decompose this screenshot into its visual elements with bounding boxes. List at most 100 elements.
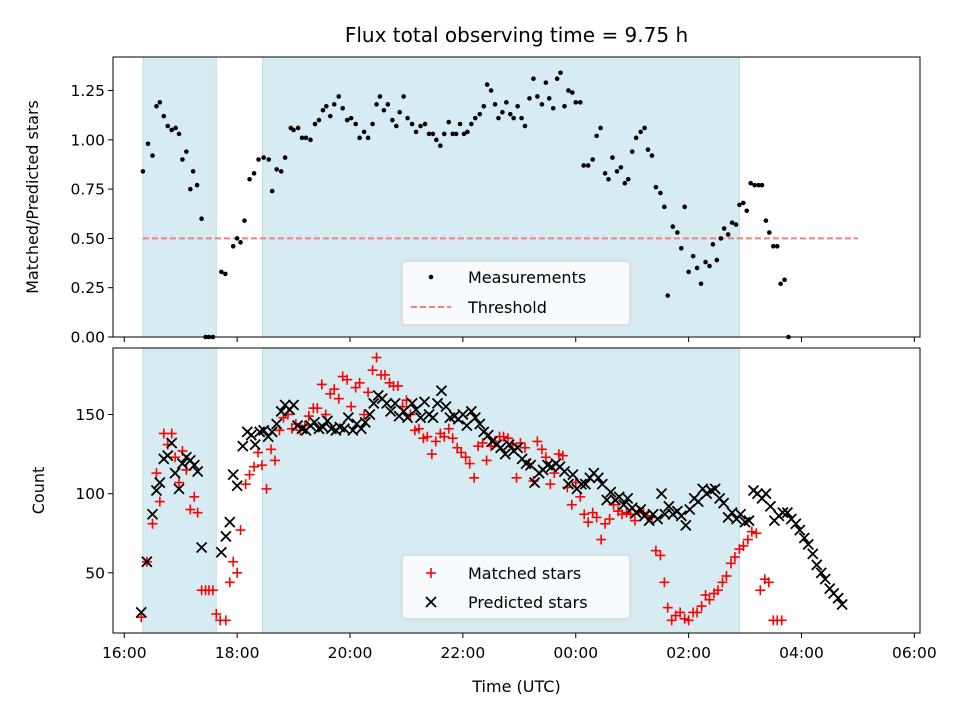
measurement-point	[365, 135, 371, 141]
matched-star-point	[170, 452, 181, 463]
measurement-point	[770, 243, 776, 249]
measurement-point	[465, 129, 470, 135]
measurement-point	[295, 125, 301, 131]
measurement-point	[199, 216, 204, 221]
predicted-star-point	[465, 405, 477, 417]
predicted-star-point	[154, 476, 166, 489]
measurement-point	[242, 218, 247, 223]
matched-star-point	[617, 509, 628, 520]
matched-star-point	[659, 577, 670, 588]
measurement-point	[430, 131, 436, 137]
legend-measurements-marker	[428, 274, 434, 280]
measurement-point	[733, 222, 739, 227]
legend-threshold-label: Threshold	[467, 298, 547, 317]
matched-star-point	[235, 525, 246, 536]
predicted-star-point	[427, 412, 439, 424]
predicted-star-point	[635, 503, 647, 516]
measurement-point	[308, 137, 313, 143]
matched-star-point	[439, 431, 450, 442]
predicted-star-point	[215, 546, 227, 558]
matched-star-point	[266, 444, 277, 455]
legend-matched-plus	[426, 568, 436, 578]
predicted-star-point	[287, 399, 300, 411]
measurement-point	[566, 88, 571, 93]
measurement-point	[450, 131, 456, 137]
measurement-point	[496, 115, 501, 121]
bottom-axes-frame	[112, 347, 921, 634]
measurement-point	[610, 155, 615, 160]
predicted-stars-points	[135, 385, 848, 619]
matched-star-point	[776, 615, 787, 626]
measurement-point	[598, 125, 603, 131]
measurement-point	[190, 169, 196, 174]
measurement-point	[741, 200, 746, 206]
matched-star-point	[519, 442, 530, 453]
measurement-point	[737, 202, 742, 208]
matched-star-point	[151, 468, 162, 479]
measurement-point	[531, 76, 536, 81]
matched-star-point	[413, 423, 424, 434]
measurement-point	[344, 117, 350, 123]
measurement-point	[256, 157, 261, 162]
measurement-point	[303, 135, 309, 141]
measurement-point	[622, 180, 628, 186]
predicted-star-point	[655, 488, 668, 500]
measurement-point	[418, 123, 423, 129]
measurement-point	[469, 121, 474, 127]
measurement-point	[184, 149, 189, 154]
predicted-star-point	[495, 442, 507, 454]
matched-star-point	[579, 509, 590, 520]
matched-star-point	[269, 455, 280, 466]
measurement-point	[173, 125, 178, 131]
predicted-star-point	[457, 408, 469, 421]
measurement-point	[453, 131, 459, 137]
predicted-star-point	[231, 480, 243, 492]
measurement-point	[558, 70, 563, 76]
measurement-point	[223, 271, 228, 277]
matched-star-point	[329, 384, 340, 395]
predicted-star-point	[811, 559, 823, 571]
predicted-star-point	[266, 426, 278, 438]
measurement-point	[633, 135, 639, 141]
matched-star-point	[220, 615, 231, 626]
bottom-x-axis-label: Time (UTC)	[471, 677, 560, 696]
matched-star-point	[511, 472, 522, 483]
predicted-star-point	[166, 437, 178, 449]
predicted-star-point	[146, 508, 159, 520]
matched-star-point	[532, 436, 543, 447]
predicted-star-point	[643, 514, 655, 527]
bottom-x-ticks: 16:00 18:00 20:00 22:00 00:00 02:00 04:00 06:00	[102, 633, 937, 662]
matched-star-point	[712, 585, 723, 596]
measurement-point	[763, 218, 769, 223]
predicted-star-point	[308, 416, 321, 429]
predicted-star-point	[579, 478, 591, 490]
measurement-point	[629, 149, 635, 154]
measurement-point	[180, 157, 185, 162]
measurement-point	[278, 169, 284, 174]
predicted-star-point	[224, 516, 236, 528]
matched-star-point	[536, 444, 547, 455]
matched-star-point	[692, 607, 703, 618]
bottom-y-ticks: 50 100 150	[75, 406, 113, 582]
measurement-point	[461, 131, 467, 137]
matched-star-point	[498, 431, 509, 442]
predicted-star-point	[592, 472, 604, 484]
measurement-point	[492, 102, 498, 107]
predicted-star-point	[176, 457, 189, 470]
matched-star-point	[746, 526, 757, 537]
matched-star-point	[443, 423, 454, 434]
matched-star-point	[503, 433, 514, 444]
predicted-star-point	[169, 467, 181, 479]
measurement-point	[145, 141, 151, 147]
measurement-point	[331, 102, 337, 107]
predicted-star-point	[355, 423, 367, 435]
predicted-star-point	[726, 507, 738, 519]
measurement-point	[744, 208, 750, 214]
matched-star-point	[192, 507, 203, 518]
measurement-point	[645, 147, 651, 152]
measurement-point	[522, 123, 528, 129]
measurement-point	[274, 167, 279, 172]
measurement-point	[707, 263, 712, 269]
measurement-point	[618, 165, 624, 170]
top-x-ticks	[123, 337, 915, 342]
